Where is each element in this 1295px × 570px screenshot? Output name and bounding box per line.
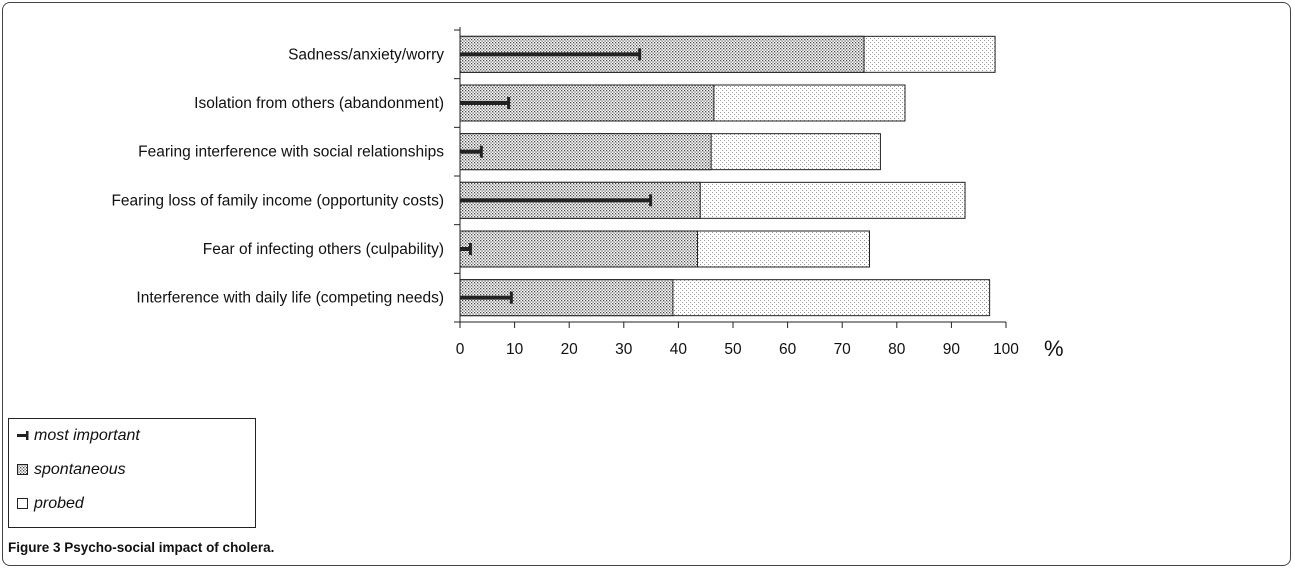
bar-most-important-3	[460, 198, 652, 203]
bar-spontaneous-2	[459, 133, 712, 171]
bar-most-important-cap-2	[479, 145, 483, 158]
category-label-2: Fearing interference with social relatio…	[138, 144, 444, 161]
x-tick-label-1: 10	[506, 341, 524, 358]
x-tick-label-6: 60	[779, 341, 797, 358]
category-label-3: Fearing loss of family income (opportuni…	[111, 192, 444, 209]
bar-most-important-1	[460, 101, 510, 105]
bar-most-important-5	[460, 295, 512, 300]
x-tick-label-2: 20	[561, 341, 579, 358]
category-label-0: Sadness/anxiety/worry	[288, 46, 444, 63]
bar-most-important-cap-0	[638, 48, 642, 61]
bar-spontaneous-4	[459, 230, 699, 268]
legend-label-probed: probed	[34, 495, 84, 512]
labels-layer: Sadness/anxiety/worry Isolation from othe…	[111, 46, 1063, 361]
bar-most-important-cap-3	[649, 194, 653, 207]
legend-item-probed: probed	[17, 495, 84, 513]
legend-item-most-important: most important	[17, 427, 140, 445]
legend-label-spontaneous: spontaneous	[34, 461, 126, 478]
legend-swatch-probed	[17, 498, 28, 509]
x-tick-label-9: 90	[943, 341, 961, 358]
bar-most-important-cap-5	[509, 291, 513, 304]
bar-most-important-cap-1	[507, 97, 511, 109]
x-tick-label-7: 70	[834, 341, 852, 358]
legend: most important spontaneous probed	[8, 418, 256, 528]
x-tick-label-5: 50	[724, 341, 742, 358]
x-tick-label-0: 0	[456, 341, 465, 358]
x-unit-label: %	[1044, 336, 1064, 361]
bars-layer	[459, 35, 996, 317]
legend-item-spontaneous: spontaneous	[17, 461, 126, 479]
x-tick-label-3: 30	[615, 341, 633, 358]
bar-most-important-0	[460, 52, 641, 57]
category-label-1: Isolation from others (abandonment)	[194, 95, 444, 112]
legend-swatch-most-important	[17, 431, 29, 440]
category-label-5: Interference with daily life (competing …	[136, 290, 444, 307]
x-tick-label-10: 100	[993, 341, 1019, 358]
x-tick-label-8: 80	[888, 341, 906, 358]
bar-most-important-2	[460, 149, 482, 154]
category-label-4: Fear of infecting others (culpability)	[203, 241, 444, 258]
legend-label-most-important: most important	[34, 427, 140, 444]
x-tick-label-4: 40	[670, 341, 688, 358]
figure-caption: Figure 3 Psycho-social impact of cholera…	[8, 540, 275, 555]
bar-chart: Sadness/anxiety/worry Isolation from othe…	[111, 27, 1064, 361]
bar-most-important-cap-4	[468, 243, 472, 255]
legend-swatch-spontaneous	[17, 464, 28, 475]
axis-layer	[454, 27, 1007, 328]
bar-most-important-4	[460, 247, 471, 251]
